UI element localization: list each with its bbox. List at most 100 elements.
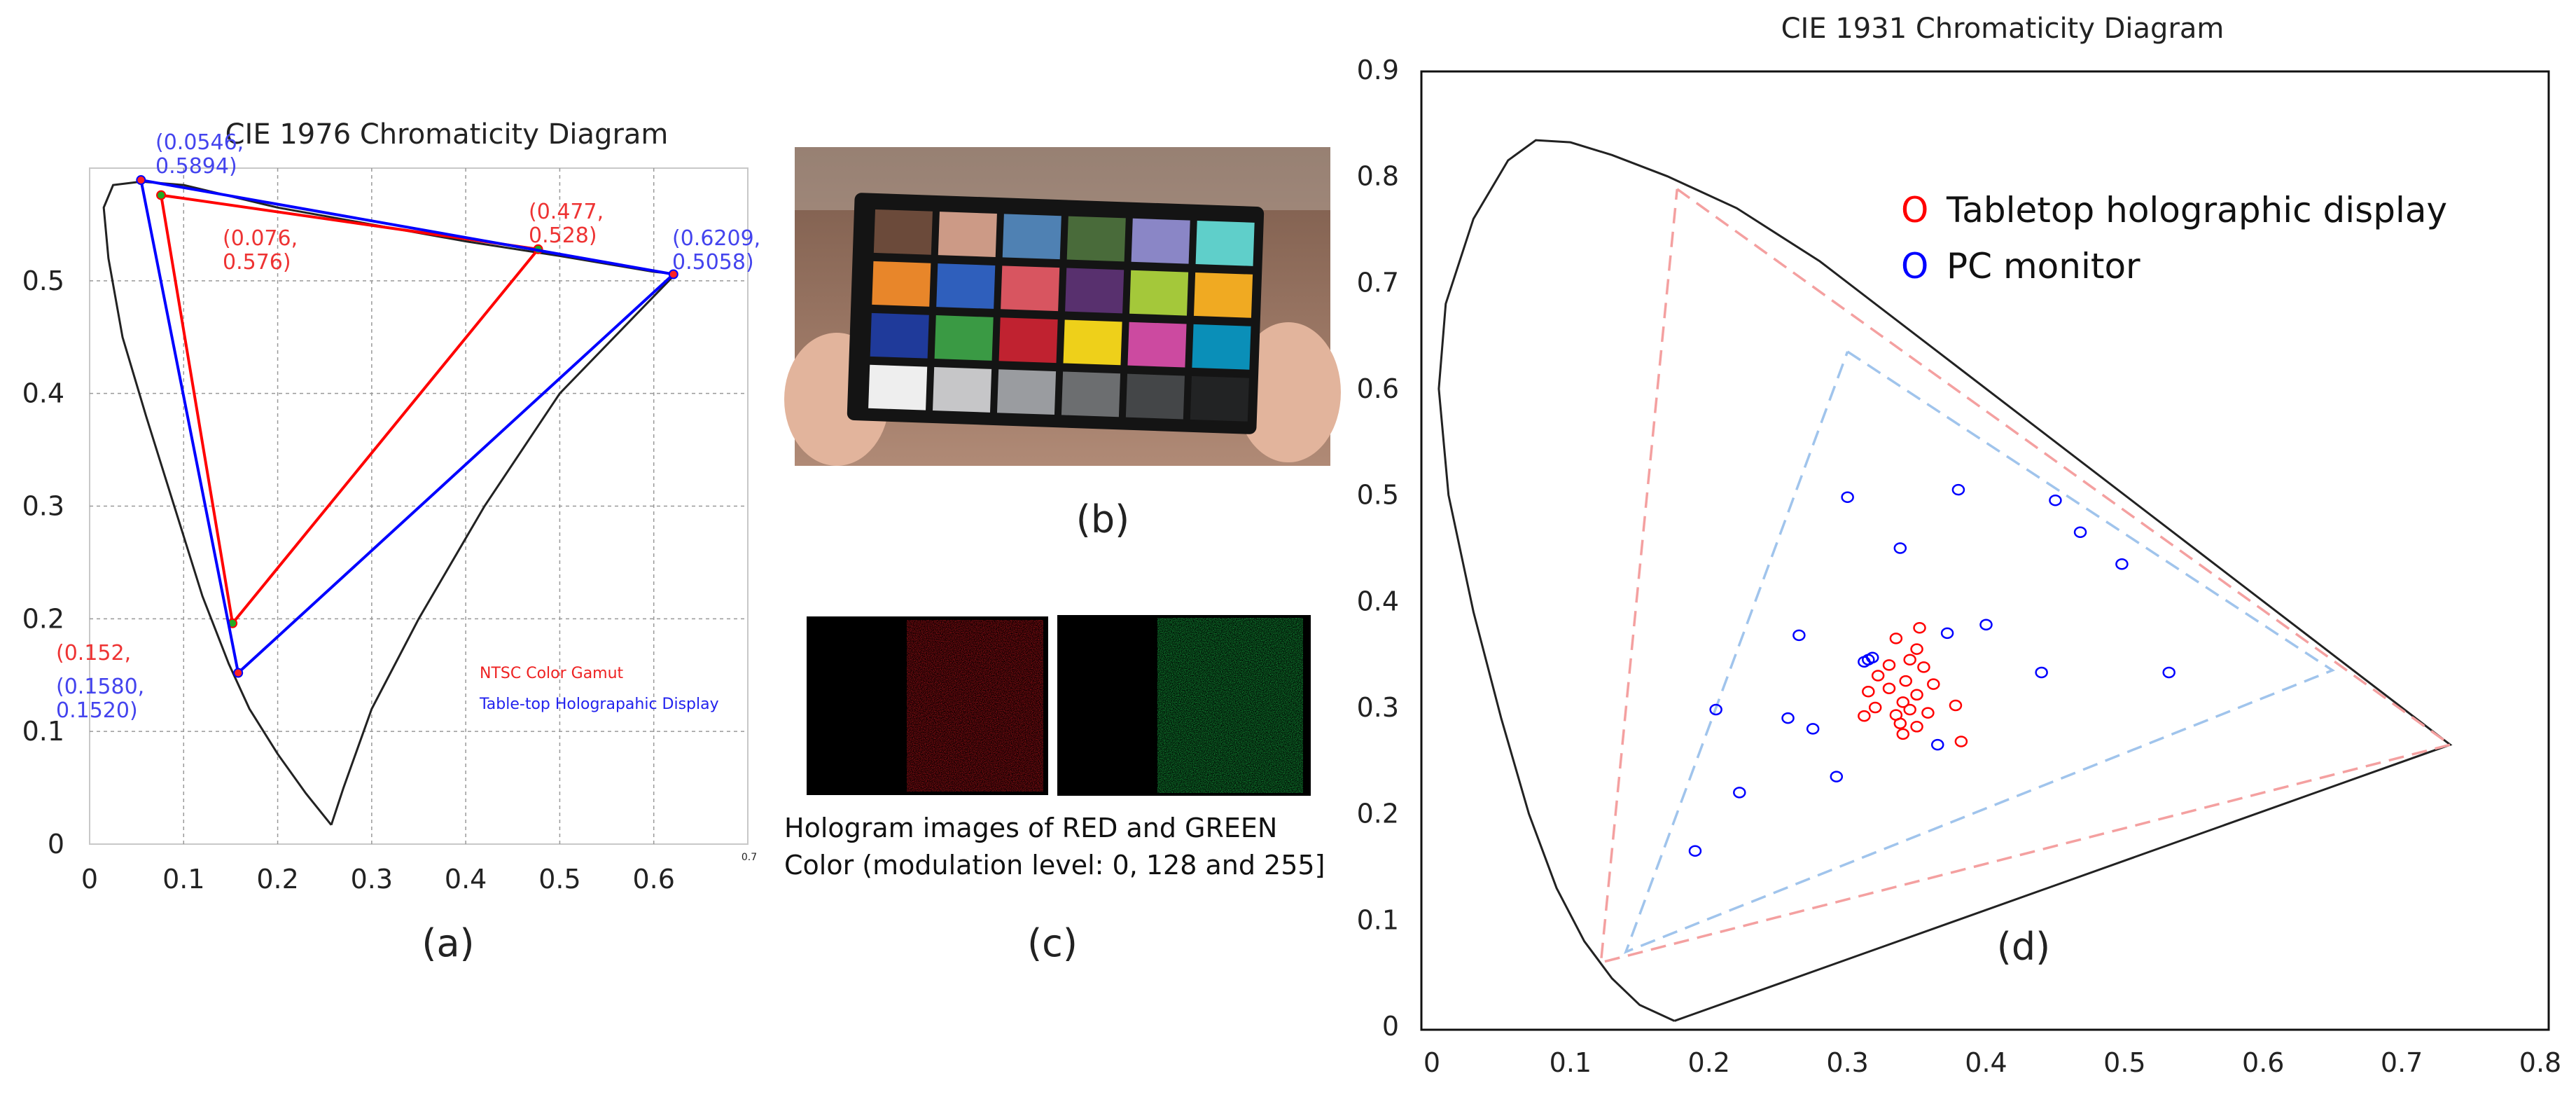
color-checker-patches: [868, 209, 1255, 422]
pc-data-point: [1806, 723, 1820, 735]
pc-data-point: [1830, 771, 1844, 782]
panel-d-xtick-label: 0: [1423, 1047, 1440, 1078]
right-hand: [1236, 322, 1341, 462]
panel-a-xtick-label: 0.5: [538, 864, 580, 895]
annotation-blue-top-line1: (0.0546,: [155, 130, 244, 155]
annotation-blue-top-line2: 0.5894): [155, 154, 237, 179]
color-checker-patch: [1002, 214, 1061, 260]
pc-data-point: [1979, 619, 1993, 630]
tabletop-data-point: [1903, 703, 1916, 716]
ntsc-vertex-point: [156, 190, 167, 200]
annotation-red-right-line1: (0.477,: [529, 200, 604, 224]
tabletop-data-point: [1899, 675, 1912, 687]
panel-d-chart: 0 0.1 0.2 0.3 0.4 0.5 0.6 0.7 0.8 0 0.1 0.2 0.3 0.4 0.…: [1357, 13, 2562, 1078]
panel-d-plot-frame: [1420, 70, 2550, 1031]
tabletop-vertex-point: [668, 269, 678, 280]
pc-data-point: [2115, 558, 2129, 570]
ntsc-gamut-triangle: [160, 193, 541, 627]
panel-a-ytick-label: 0.1: [22, 716, 64, 747]
panel-b-photo: (b): [784, 147, 1341, 541]
color-checker-patch: [1061, 371, 1121, 418]
panel-a-ytick-label: 0.5: [22, 265, 64, 296]
color-checker-patch: [938, 212, 997, 257]
tabletop-vertex-point: [136, 175, 146, 186]
panel-d-xtick-label: 0.3: [1826, 1047, 1868, 1078]
annotation-red-top-line1: (0.076,: [223, 226, 298, 251]
panel-d-locus-group: [1437, 139, 2453, 1022]
color-checker-patch: [873, 209, 933, 255]
panel-d-xtick-label: 0.6: [2242, 1047, 2284, 1078]
tabletop-data-point: [1954, 736, 1968, 747]
tabletop-data-point: [1889, 633, 1903, 644]
pc-data-point: [1951, 483, 1965, 496]
panel-label-c: (c): [1027, 921, 1078, 965]
tabletop-data-point: [1949, 699, 1963, 712]
panel-label-b: (b): [1076, 497, 1129, 541]
panel-d-xtick-label: 0.1: [1550, 1047, 1592, 1078]
tabletop-data-point: [1921, 707, 1935, 719]
color-checker-patch: [1001, 265, 1060, 312]
panel-d-xtick-label: 0.8: [2519, 1047, 2561, 1078]
pc-data-point: [2073, 526, 2087, 538]
tabletop-data-point: [1882, 659, 1896, 671]
pc-data-point: [1893, 542, 1907, 554]
pc-data-point: [1930, 738, 1944, 751]
pc-data-point: [2049, 495, 2062, 506]
color-checker-patch: [998, 317, 1058, 364]
annotation-blue-right-line2: 0.5058): [672, 250, 754, 275]
tabletop-vertex-point: [233, 668, 244, 678]
hologram-green-image: [1157, 618, 1303, 793]
panel-a-spectral-locus: [102, 180, 678, 826]
panel-d-ytick-label: 0.3: [1357, 692, 1399, 723]
color-checker-patch: [868, 364, 928, 410]
tabletop-data-point: [1868, 701, 1882, 714]
tabletop-data-point: [1910, 643, 1923, 655]
legend-label-pc: PC monitor: [1947, 246, 2140, 287]
panel-a-title: CIE 1976 Chromaticity Diagram: [225, 118, 669, 151]
panel-a-xtick-label: 0.1: [162, 864, 204, 895]
pc-data-point: [1940, 627, 1954, 640]
panel-d-ytick-label: 0: [1382, 1011, 1399, 1042]
tabletop-data-point: [1896, 696, 1910, 708]
color-checker-patch: [1190, 375, 1249, 422]
panel-d-ytick-label: 0.5: [1357, 480, 1399, 511]
panel-d-spectral-locus: [1437, 139, 2453, 1022]
pc-data-point: [1781, 712, 1795, 724]
legend-ntsc: NTSC Color Gamut: [480, 665, 624, 682]
tabletop-gamut-triangle: [139, 179, 677, 676]
panel-a-xtick-label: 0.2: [256, 864, 298, 895]
pc-data-point: [1841, 491, 1854, 503]
tabletop-data-point: [1913, 622, 1926, 634]
legend-label-tabletop: Tabletop holographic display: [1946, 190, 2447, 230]
tabletop-data-point: [1903, 654, 1916, 665]
annotation-blue-bottom-line1: (0.1580,: [56, 675, 144, 699]
panel-d-gamut-group: [1599, 188, 2453, 965]
panel-a-ytick-label: 0: [48, 829, 64, 860]
annotation-red-right-line2: 0.528): [529, 223, 597, 248]
panel-a-xtick-end-label: 0.7: [742, 852, 757, 863]
pc-data-point: [2162, 666, 2175, 679]
tabletop-data-point: [1910, 721, 1923, 733]
panel-a-locus-group: [102, 180, 678, 826]
panel-d-ytick-label: 0.8: [1357, 161, 1399, 192]
panel-a-ytick-label: 0.3: [22, 491, 64, 522]
pc-data-point: [1709, 703, 1722, 716]
panel-d-xtick-label: 0.4: [1965, 1047, 2007, 1078]
color-checker-patch: [1129, 270, 1189, 316]
panel-d-xtick-label: 0.5: [2103, 1047, 2145, 1078]
color-checker-patch: [1193, 272, 1253, 318]
panel-c-holograms: Hologram images of RED and GREEN Color (…: [784, 615, 1325, 965]
panel-d-ytick-label: 0.4: [1357, 586, 1399, 616]
panel-a-xtick-label: 0.3: [351, 864, 393, 895]
annotation-blue-bottom-line2: 0.1520): [56, 698, 138, 723]
color-checker-patch: [1125, 373, 1185, 420]
panel-a-ytick-label: 0.4: [22, 378, 64, 409]
hologram-red-image: [907, 620, 1043, 792]
panel-a-tick-labels: 0 0.1 0.2 0.3 0.4 0.5 0.6 0.7 0 0.1 0.2 0.3 0.4 0.5: [22, 265, 758, 895]
pc-data-point: [1733, 787, 1746, 799]
color-checker-patch: [870, 312, 929, 359]
panel-d-ytick-label: 0.6: [1357, 373, 1399, 404]
annotation-red-top-line2: 0.576): [223, 250, 291, 275]
tabletop-data-point: [1927, 678, 1940, 690]
